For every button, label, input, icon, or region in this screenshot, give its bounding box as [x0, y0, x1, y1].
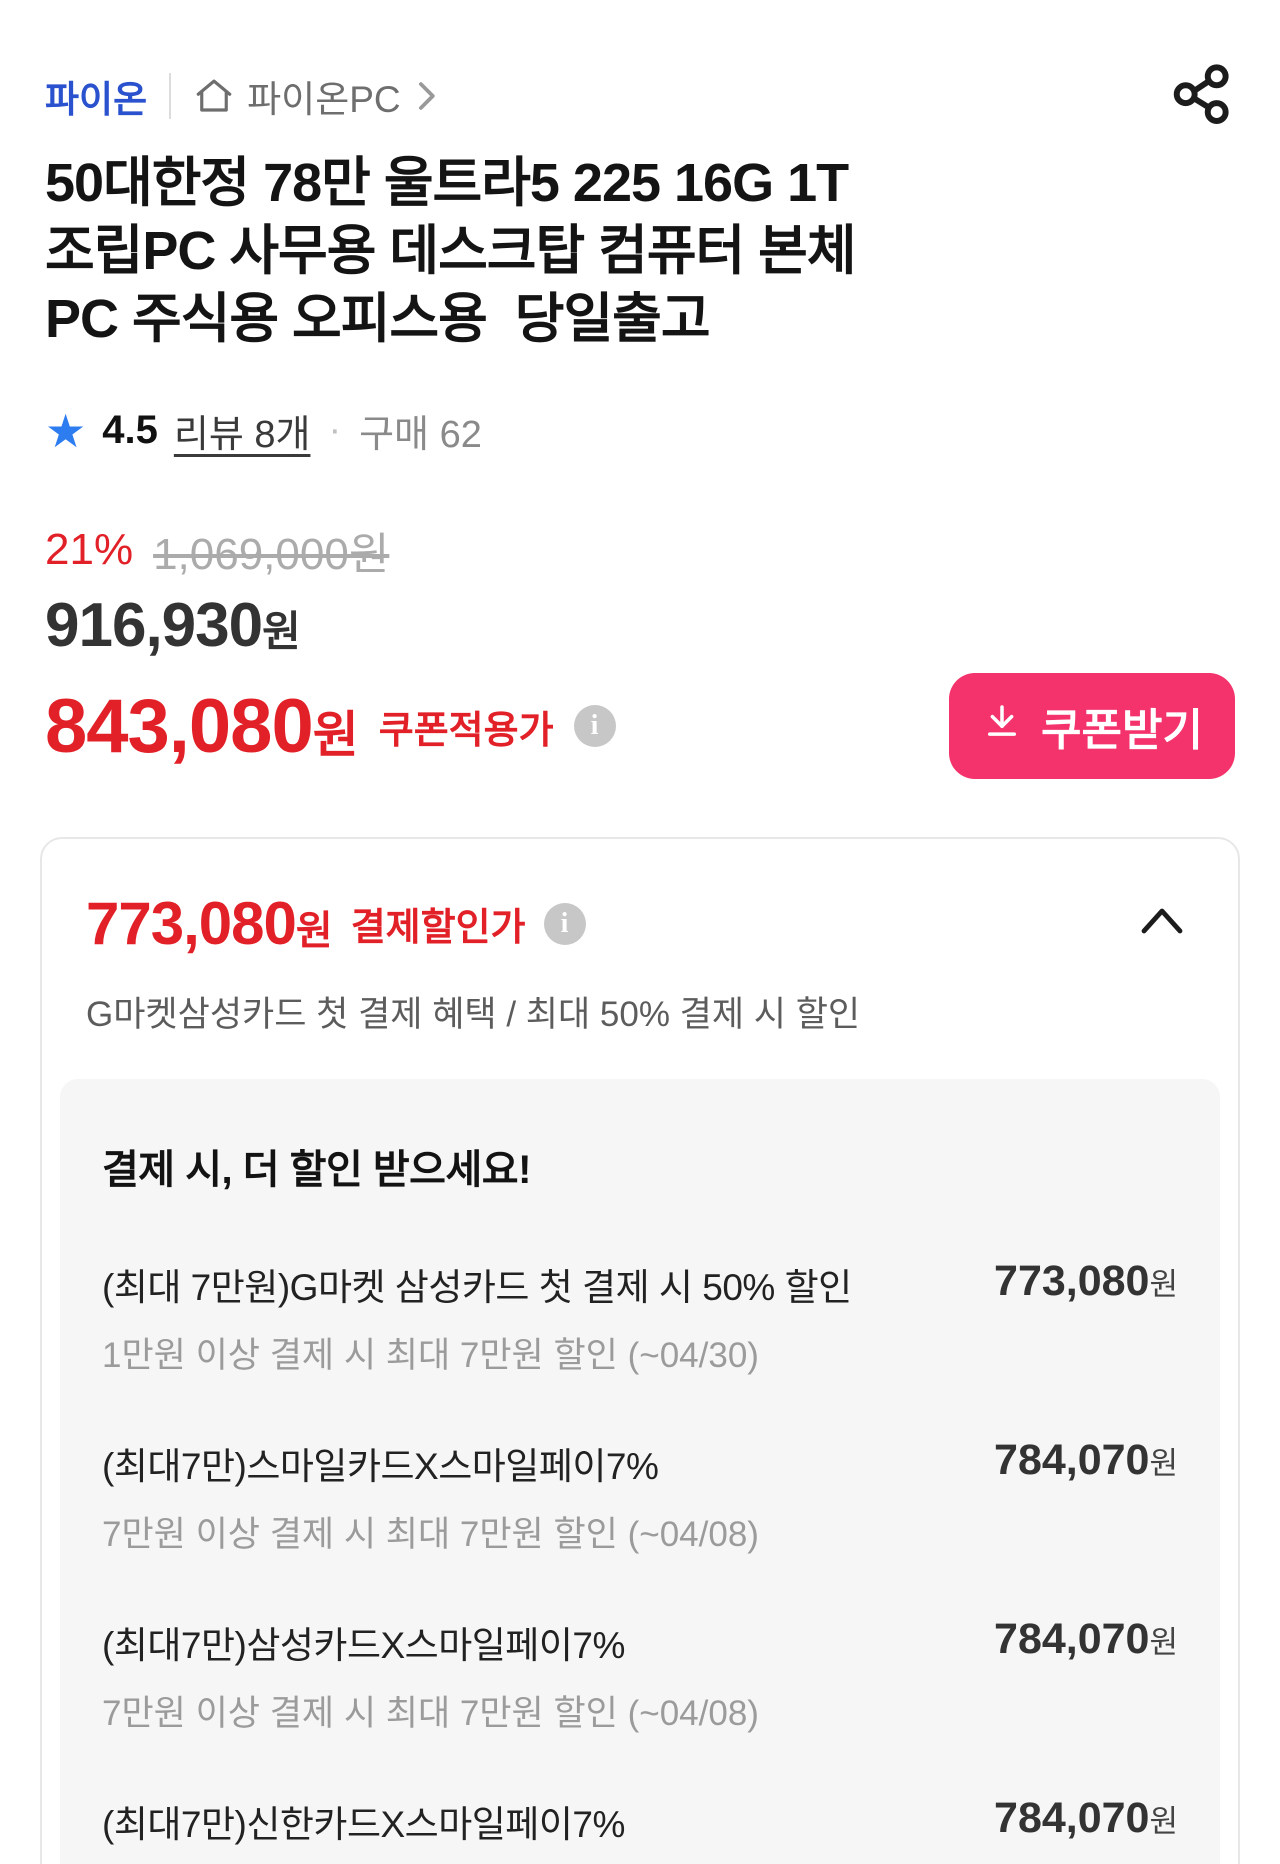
promo-item-price-currency: 원: [1149, 1446, 1178, 1481]
promo-item-price-value: 784,070: [994, 1794, 1150, 1842]
promo-item-price: 784,070원: [994, 1615, 1178, 1664]
promo-item-price-currency: 원: [1149, 1625, 1178, 1660]
discount-row: 21% 1,069,000원: [0, 518, 1280, 582]
info-icon[interactable]: i: [573, 705, 616, 747]
coupon-price-group: 843,080원 쿠폰적용가 i: [45, 683, 616, 770]
promo-item-condition: 7만원 이상 결제 시 최대 7만원 할인 (~04/08): [102, 1515, 759, 1554]
sale-price: 916,930: [45, 591, 263, 660]
original-price: 1,069,000원: [153, 530, 390, 579]
get-coupon-button[interactable]: 쿠폰받기: [949, 673, 1235, 779]
promo-heading: 결제 시, 더 할인 받으세요!: [102, 1148, 531, 1192]
purchase-count: 구매 62: [359, 414, 482, 456]
star-icon: ★: [45, 404, 87, 457]
coupon-price-currency: 원: [312, 706, 359, 763]
info-icon[interactable]: i: [543, 902, 586, 945]
promo-box: 결제 시, 더 할인 받으세요! (최대 7만원)G마켓 삼성카드 첫 결제 시…: [60, 1079, 1220, 1864]
coupon-price: 843,080: [45, 683, 314, 769]
promo-item-price: 784,070원: [994, 1794, 1178, 1843]
breadcrumb: 파이온 파이온PC: [0, 0, 1280, 133]
promo-item: (최대7만)삼성카드X스마일페이7% 784,070원 7만원 이상 결제 시 …: [102, 1615, 1178, 1736]
sale-price-currency: 원: [262, 608, 301, 655]
collapse-button[interactable]: [1130, 895, 1194, 952]
chevron-right-icon: [413, 79, 439, 113]
promo-item-title: (최대7만)삼성카드X스마일페이7%: [102, 1625, 625, 1666]
share-button[interactable]: [1165, 58, 1235, 133]
promo-item-price-currency: 원: [1149, 1267, 1178, 1302]
promo-item-condition: 1만원 이상 결제 시 최대 7만원 할인 (~04/30): [102, 1336, 759, 1375]
promo-item-price-currency: 원: [1149, 1804, 1178, 1839]
payment-discount-label: 결제할인가: [350, 907, 526, 949]
chevron-up-icon: [1136, 908, 1188, 945]
home-icon: [193, 75, 235, 117]
promo-item-title: (최대 7만원)G마켓 삼성카드 첫 결제 시 50% 할인: [102, 1267, 852, 1308]
breadcrumb-divider: [169, 72, 172, 119]
breadcrumb-category-label: 파이온PC: [247, 78, 401, 120]
download-icon: [981, 700, 1023, 753]
sale-price-row: 916,930원: [0, 590, 1280, 661]
breadcrumb-brand-link[interactable]: 파이온: [45, 78, 148, 120]
discount-percent: 21%: [45, 525, 134, 574]
promo-item-title: (최대7만)스마일카드X스마일페이7%: [102, 1446, 659, 1487]
dot-separator: ·: [328, 409, 342, 451]
promo-item: (최대7만)신한카드X스마일페이7% 784,070원 7만원 이상 결제 시 …: [102, 1794, 1178, 1864]
promo-item-price: 784,070원: [994, 1436, 1178, 1485]
payment-discount-price: 773,080: [86, 890, 297, 957]
promo-item-price-value: 784,070: [994, 1615, 1150, 1663]
coupon-price-label: 쿠폰적용가: [378, 709, 554, 752]
product-title-line: 50대한정 78만 울트라5 225 16G 1T: [45, 153, 849, 213]
promo-item-condition: 7만원 이상 결제 시 최대 7만원 할인 (~04/08): [102, 1694, 759, 1733]
promo-item-price-value: 773,080: [994, 1257, 1150, 1305]
product-title: 50대한정 78만 울트라5 225 16G 1T 조립PC 사무용 데스크탑 …: [0, 149, 1280, 353]
promo-item-price: 773,080원: [994, 1257, 1178, 1306]
promo-item-title: (최대7만)신한카드X스마일페이7%: [102, 1804, 625, 1845]
promo-item-price-value: 784,070: [994, 1436, 1150, 1484]
coupon-row: 843,080원 쿠폰적용가 i 쿠폰받기: [0, 673, 1280, 779]
get-coupon-button-label: 쿠폰받기: [1041, 706, 1203, 755]
payment-discount-currency: 원: [295, 909, 333, 953]
payment-card-header: 773,080원 결제할인가 i G마켓삼성카드 첫 결제 혜택 / 최대 50…: [42, 839, 1238, 1079]
review-count-link[interactable]: 리뷰 8개: [173, 414, 311, 456]
promo-list: (최대 7만원)G마켓 삼성카드 첫 결제 시 50% 할인 773,080원 …: [102, 1257, 1178, 1864]
payment-discount-card: 773,080원 결제할인가 i G마켓삼성카드 첫 결제 혜택 / 최대 50…: [40, 837, 1240, 1864]
promo-item: (최대 7만원)G마켓 삼성카드 첫 결제 시 50% 할인 773,080원 …: [102, 1257, 1178, 1378]
rating-score: 4.5: [102, 408, 158, 452]
share-icon: [1169, 64, 1231, 128]
payment-card-subtitle: G마켓삼성카드 첫 결제 혜택 / 최대 50% 결제 시 할인: [86, 995, 861, 1034]
breadcrumb-category-link[interactable]: 파이온PC: [193, 69, 439, 123]
product-title-line: 조립PC 사무용 데스크탑 컴퓨터 본체: [45, 221, 857, 281]
product-title-line: PC 주식용 오피스용 당일출고: [45, 289, 711, 349]
promo-item: (최대7만)스마일카드X스마일페이7% 784,070원 7만원 이상 결제 시…: [102, 1436, 1178, 1557]
rating-row: ★ 4.5 리뷰 8개 · 구매 62: [0, 403, 1280, 458]
